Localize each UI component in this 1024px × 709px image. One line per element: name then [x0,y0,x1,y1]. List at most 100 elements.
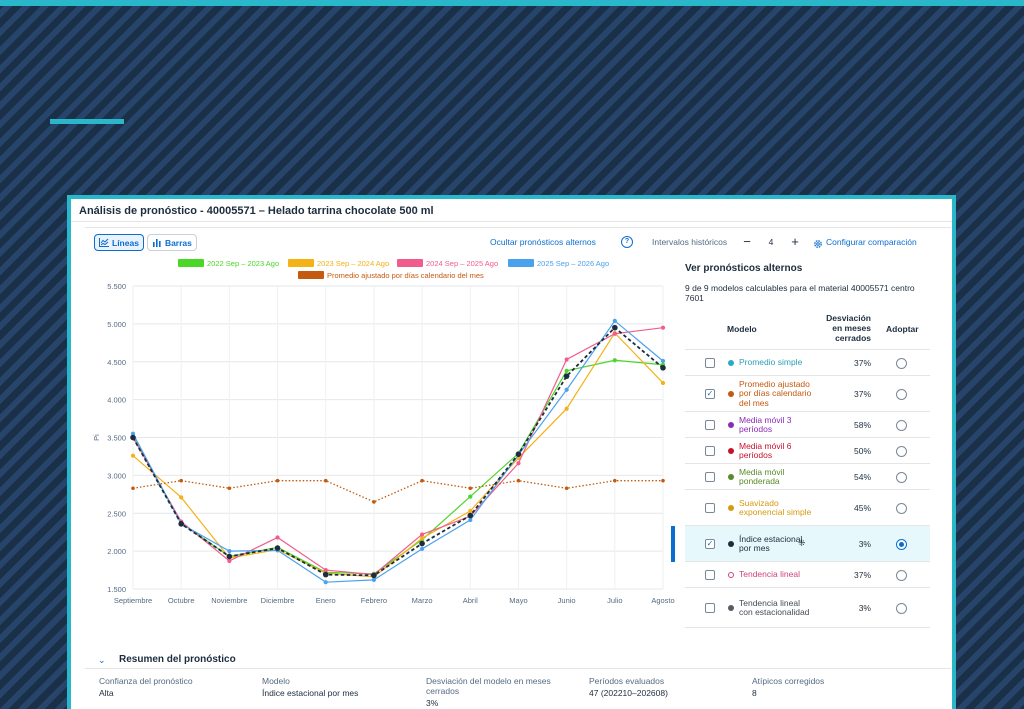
adopt-radio[interactable] [896,420,907,431]
row-checkbox[interactable] [705,420,715,430]
content-card [85,227,951,668]
model-name[interactable]: Promedio ajustado por días calendario de… [739,378,812,408]
alternates-subtitle: 9 de 9 modelos calculables para el mater… [685,283,915,303]
data-point [419,540,425,547]
data-point [564,387,569,392]
column-header-adopt: Adoptar [886,324,919,334]
alternate-row[interactable]: ✓ Índice estacional por mes ⁜ 3% [671,525,930,562]
row-checkbox[interactable]: ✓ [705,389,715,399]
x-tick-label: Marzo [412,596,433,605]
row-checkbox[interactable]: ✓ [705,539,715,549]
data-point [322,571,329,578]
row-checkbox[interactable] [705,603,715,613]
adopt-radio[interactable] [896,472,907,483]
configure-comparison-link[interactable]: Configurar comparación [826,237,917,247]
row-checkbox[interactable] [705,570,715,580]
focus-icon[interactable]: ⁜ [798,538,806,548]
row-checkbox[interactable] [705,503,715,513]
data-point [612,358,617,363]
data-point [274,545,281,551]
alternate-row[interactable]: Promedio simple 37% [685,349,930,376]
legend-swatch [288,259,314,267]
alternate-row[interactable]: ✓ Promedio ajustado por días calendario d… [685,375,930,412]
adopt-radio[interactable] [896,358,907,369]
data-point [227,549,232,554]
increment-button[interactable]: + [791,234,799,249]
x-tick-label: Junio [558,596,576,605]
y-tick-label: 2.000 [107,547,126,556]
model-name[interactable]: Tendencia lineal [739,569,800,579]
adopt-radio[interactable] [896,603,907,614]
data-point [516,478,521,483]
column-header-deviation: Desviación en meses cerrados [826,313,871,343]
model-color-dot [728,605,734,611]
model-deviation: 3% [858,603,871,613]
alternate-row[interactable]: Tendencia lineal con estacionalidad 3% [685,587,930,628]
adopt-radio[interactable] [896,446,907,457]
summary-title[interactable]: Resumen del pronóstico [119,654,236,665]
row-checkbox[interactable] [705,446,715,456]
data-point [563,373,570,379]
adopt-radio[interactable] [896,503,907,514]
data-point [564,486,569,491]
bars-view-button[interactable]: Barras [146,234,197,251]
model-name[interactable]: Media móvil 6 períodos [739,440,792,460]
summary-periods-label: Períodos evaluados [589,676,665,686]
intervals-value[interactable]: 4 [768,236,774,247]
series-line [132,319,664,583]
model-deviation: 3% [858,539,871,549]
decrement-button[interactable]: − [743,234,751,249]
data-point [660,325,666,330]
data-point [371,572,377,579]
data-point [227,486,232,491]
lines-view-button[interactable]: Líneas [94,234,144,251]
lines-label: Líneas [112,237,139,248]
model-color-dot [728,422,734,428]
data-point [323,478,328,483]
model-name[interactable]: Promedio simple [739,357,803,367]
data-point [372,500,376,504]
gear-icon[interactable] [813,236,823,254]
x-tick-label: Octubre [168,596,195,605]
bars-label: Barras [164,237,192,248]
historical-intervals-stepper: − 4 + [740,234,802,249]
y-tick-label: 4.000 [107,396,126,405]
x-tick-label: Mayo [509,596,527,605]
data-point [323,580,328,585]
line-chart-icon [99,238,109,247]
adopt-radio[interactable] [896,570,907,581]
model-name[interactable]: Suavizado exponencial simple [739,497,812,517]
forecast-chart: 1.500 2.000 2.500 3.000 3.500 4.000 4.500 5.000… [83,253,681,613]
x-tick-label: Febrero [361,596,387,605]
row-checkbox[interactable] [705,472,715,482]
data-point [564,368,569,373]
model-name[interactable]: Media móvil 3 períodos [739,414,792,434]
series-line [132,326,664,577]
model-name[interactable]: Tendencia lineal con estacionalidad [739,597,810,617]
model-deviation: 45% [853,503,871,513]
y-tick-label: 2.500 [107,509,126,518]
adopt-radio[interactable] [896,389,907,400]
alternate-row[interactable]: Tendencia lineal 37% [685,561,930,588]
model-deviation: 50% [853,446,871,456]
alternate-row[interactable]: Suavizado exponencial simple 45% [685,489,930,526]
summary-periods-value: 47 (202210–202608) [589,688,668,698]
data-point [419,536,425,541]
adopt-radio[interactable] [896,539,907,550]
row-checkbox[interactable] [705,358,715,368]
top-accent-bar [0,0,1024,6]
model-name[interactable]: Media móvil ponderada [739,466,785,486]
model-deviation: 37% [853,570,871,580]
hide-alternates-link[interactable]: Ocultar pronósticos alternos [490,237,596,247]
alternate-row[interactable]: Media móvil ponderada 54% [685,463,930,490]
legend-swatch [178,259,204,267]
alternate-row[interactable]: Media móvil 3 períodos 58% [685,411,930,438]
model-name[interactable]: Índice estacional por mes [739,533,803,553]
summary-confidence-value: Alta [99,688,114,698]
chevron-down-icon[interactable]: ⌄ [98,655,106,665]
alternate-row[interactable]: Media móvil 6 períodos 50% [685,437,930,464]
data-point [130,453,136,458]
help-icon[interactable]: ? [621,236,633,248]
data-point [179,495,184,500]
series-line [132,331,664,578]
